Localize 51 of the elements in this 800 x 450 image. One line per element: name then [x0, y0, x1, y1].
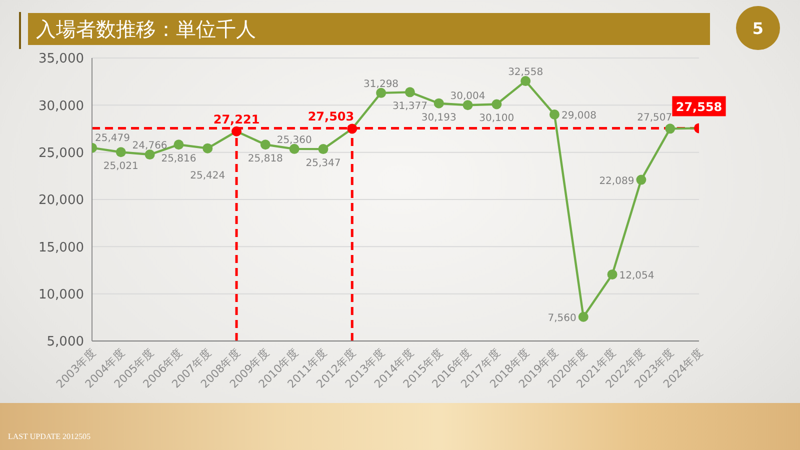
point — [607, 269, 618, 280]
data-label: 12,054 — [619, 270, 654, 282]
point — [174, 140, 184, 150]
point — [376, 88, 386, 98]
point — [520, 76, 531, 86]
point — [636, 174, 646, 185]
point — [492, 99, 502, 110]
data-label: 30,193 — [421, 112, 456, 124]
y-tick-label: 20,000 — [38, 193, 84, 208]
data-label: 30,004 — [450, 91, 486, 102]
data-label: 24,766 — [132, 140, 168, 152]
point — [232, 126, 242, 136]
text: LAST UPDATE 2012505 — [8, 432, 91, 441]
data-label: 7,560 — [548, 312, 576, 324]
y-tick-label: 5,000 — [46, 334, 84, 350]
data-label: 25,816 — [161, 154, 196, 165]
point — [260, 140, 270, 150]
point — [578, 312, 588, 322]
y-tick-label: 30,000 — [38, 98, 84, 114]
point — [144, 150, 155, 160]
data-label: 27,507 — [637, 112, 672, 124]
data-label: 25,347 — [306, 158, 341, 170]
data-label: 27,221 — [213, 112, 260, 126]
point — [202, 143, 213, 154]
point — [116, 147, 126, 158]
point — [404, 87, 415, 98]
data-label: 22,089 — [599, 176, 634, 187]
data-label: 25,479 — [95, 132, 130, 144]
data-label: 27,558 — [676, 100, 722, 114]
data-label: 25,424 — [190, 170, 226, 182]
y-tick-label: 10,000 — [38, 287, 84, 302]
y-tick-label: 35,000 — [38, 52, 84, 67]
point — [347, 124, 358, 134]
point — [665, 124, 676, 134]
point — [462, 100, 473, 110]
data-label: 31,377 — [392, 101, 428, 112]
data-label: 31,298 — [364, 78, 399, 90]
data-label: 29,008 — [561, 110, 596, 122]
point — [549, 110, 560, 120]
y-tick-label: 25,000 — [38, 146, 84, 161]
data-label: 25,360 — [276, 134, 312, 146]
data-label: 32,558 — [508, 67, 544, 78]
data-label: 27,503 — [308, 110, 354, 124]
y-tick-label: 15,000 — [38, 240, 84, 256]
data-label: 30,100 — [479, 113, 514, 124]
data-label: 25,818 — [248, 154, 283, 165]
data-label: 25,021 — [103, 161, 138, 172]
point — [318, 144, 328, 154]
chart-title: 入場者数推移：単位千人 — [36, 17, 256, 41]
point — [434, 98, 444, 108]
point — [289, 144, 300, 154]
